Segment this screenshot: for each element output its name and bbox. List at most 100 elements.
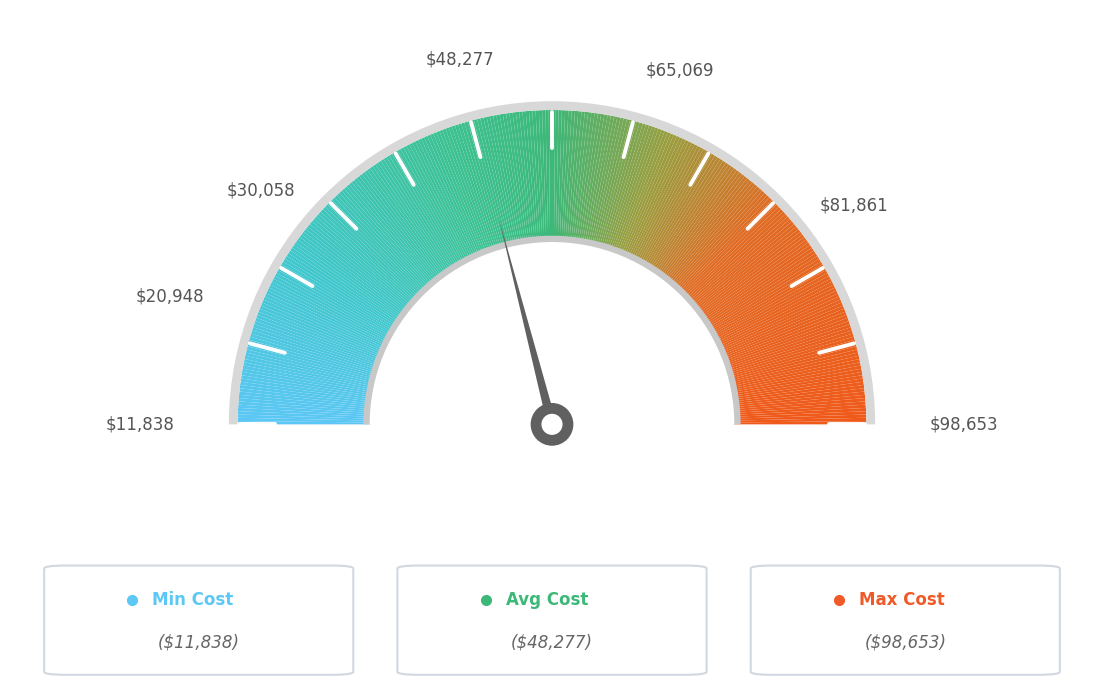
Wedge shape xyxy=(484,117,514,246)
Wedge shape xyxy=(713,276,830,340)
Wedge shape xyxy=(250,337,376,375)
Wedge shape xyxy=(571,112,588,244)
Wedge shape xyxy=(723,315,848,362)
Wedge shape xyxy=(594,118,627,247)
Wedge shape xyxy=(443,128,490,253)
Wedge shape xyxy=(649,159,723,271)
Wedge shape xyxy=(718,293,839,351)
Wedge shape xyxy=(614,128,661,253)
Wedge shape xyxy=(241,382,371,402)
Wedge shape xyxy=(238,408,370,417)
Wedge shape xyxy=(322,207,421,299)
Wedge shape xyxy=(628,139,686,259)
Wedge shape xyxy=(448,126,493,252)
Wedge shape xyxy=(608,126,652,252)
Wedge shape xyxy=(635,144,698,263)
Text: ($11,838): ($11,838) xyxy=(158,634,240,652)
Wedge shape xyxy=(723,318,849,364)
Wedge shape xyxy=(704,250,816,325)
Wedge shape xyxy=(733,391,864,407)
Wedge shape xyxy=(599,121,637,249)
Wedge shape xyxy=(502,113,526,244)
Text: $11,838: $11,838 xyxy=(106,415,174,433)
Wedge shape xyxy=(725,324,851,368)
Wedge shape xyxy=(623,135,677,257)
Wedge shape xyxy=(266,290,388,348)
Wedge shape xyxy=(347,184,434,286)
Wedge shape xyxy=(467,121,505,249)
Wedge shape xyxy=(392,152,460,268)
Wedge shape xyxy=(265,293,386,351)
Wedge shape xyxy=(390,154,459,268)
Wedge shape xyxy=(257,312,382,361)
Wedge shape xyxy=(480,117,512,247)
Wedge shape xyxy=(732,368,862,394)
Wedge shape xyxy=(729,343,857,379)
Wedge shape xyxy=(461,123,501,250)
Text: ($98,653): ($98,653) xyxy=(864,634,946,652)
Wedge shape xyxy=(519,111,534,243)
Wedge shape xyxy=(734,402,866,413)
Wedge shape xyxy=(258,308,382,359)
Wedge shape xyxy=(248,339,376,377)
Wedge shape xyxy=(383,157,456,270)
Circle shape xyxy=(540,413,564,436)
Wedge shape xyxy=(662,174,745,280)
Wedge shape xyxy=(439,130,488,254)
Wedge shape xyxy=(734,415,867,420)
Wedge shape xyxy=(264,297,385,352)
Wedge shape xyxy=(704,253,817,326)
Text: Max Cost: Max Cost xyxy=(859,591,945,609)
Wedge shape xyxy=(433,132,485,255)
Wedge shape xyxy=(370,242,734,424)
Wedge shape xyxy=(474,119,509,248)
Wedge shape xyxy=(251,331,378,372)
Wedge shape xyxy=(588,116,617,246)
Wedge shape xyxy=(660,172,742,279)
Wedge shape xyxy=(730,356,860,386)
Wedge shape xyxy=(700,239,808,319)
Wedge shape xyxy=(690,219,792,306)
Wedge shape xyxy=(733,388,864,405)
Wedge shape xyxy=(359,174,442,280)
Wedge shape xyxy=(403,146,467,264)
Wedge shape xyxy=(427,135,481,257)
Wedge shape xyxy=(244,359,373,388)
Wedge shape xyxy=(270,282,390,344)
Wedge shape xyxy=(567,111,582,243)
Wedge shape xyxy=(237,411,370,419)
Wedge shape xyxy=(397,149,464,266)
Wedge shape xyxy=(552,110,555,242)
Wedge shape xyxy=(605,124,646,250)
Wedge shape xyxy=(241,378,372,400)
Wedge shape xyxy=(640,149,707,266)
Wedge shape xyxy=(595,119,630,248)
Wedge shape xyxy=(720,299,841,354)
Wedge shape xyxy=(364,170,445,278)
Wedge shape xyxy=(612,128,658,253)
Wedge shape xyxy=(728,337,854,375)
Wedge shape xyxy=(509,112,529,244)
Wedge shape xyxy=(296,239,404,319)
Wedge shape xyxy=(477,118,510,247)
Wedge shape xyxy=(418,139,476,259)
Wedge shape xyxy=(378,161,453,273)
Wedge shape xyxy=(689,217,790,305)
Wedge shape xyxy=(629,140,689,260)
Text: $81,861: $81,861 xyxy=(819,197,889,215)
Circle shape xyxy=(531,403,573,446)
Wedge shape xyxy=(243,362,373,390)
Wedge shape xyxy=(458,124,499,250)
Wedge shape xyxy=(641,150,709,266)
Wedge shape xyxy=(673,190,765,290)
Wedge shape xyxy=(731,366,861,392)
Wedge shape xyxy=(263,299,384,354)
Wedge shape xyxy=(721,306,845,357)
Wedge shape xyxy=(693,226,798,311)
Wedge shape xyxy=(733,385,864,404)
Wedge shape xyxy=(312,219,414,306)
Wedge shape xyxy=(733,395,866,409)
Wedge shape xyxy=(720,302,843,355)
Wedge shape xyxy=(715,284,835,345)
Wedge shape xyxy=(229,101,875,424)
